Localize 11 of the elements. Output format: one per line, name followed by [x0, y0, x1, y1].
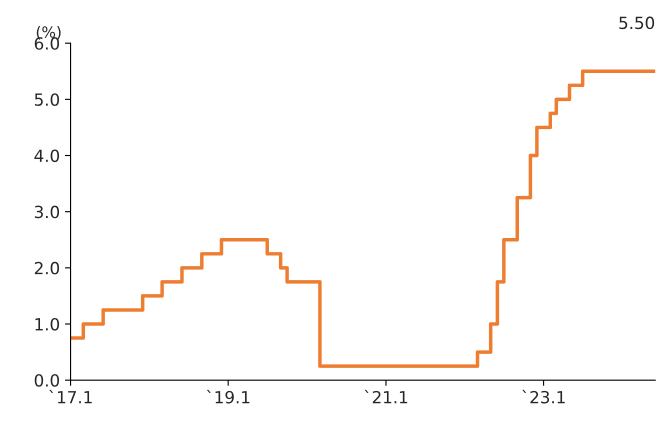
x-tick-label: `23.1 — [522, 390, 565, 404]
y-tick-label: 0.0 — [34, 374, 60, 387]
y-tick-label: 5.0 — [34, 93, 60, 106]
x-tick-label: `17.1 — [49, 390, 92, 404]
x-tick-label: `21.1 — [364, 390, 408, 404]
x-tick-label: `19.1 — [206, 390, 250, 404]
y-tick-label: 2.0 — [34, 262, 60, 274]
annotation: 5.50 — [619, 16, 654, 30]
y-tick-label: 4.0 — [34, 149, 60, 162]
y-tick-label: 3.0 — [34, 206, 60, 218]
y-tick-label: 1.0 — [35, 318, 60, 331]
